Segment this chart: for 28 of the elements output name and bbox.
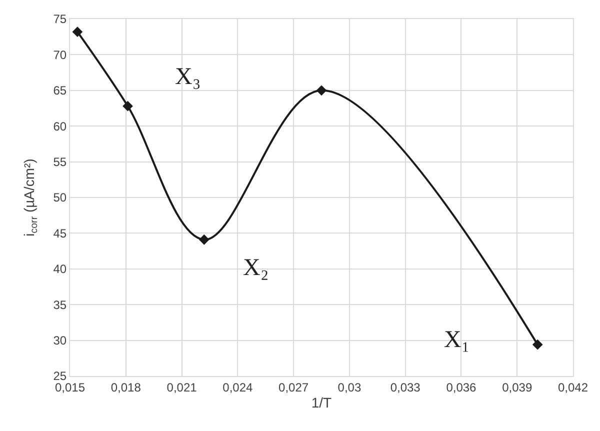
y-tick-label: 35	[53, 298, 67, 312]
point	[198, 234, 210, 245]
x-tick-label: 0,036	[446, 380, 477, 394]
y-tick-label: 60	[53, 119, 67, 134]
y-tick-label: 75	[53, 12, 67, 26]
x-tick-label: 0,027	[278, 380, 309, 394]
annotation: X₂	[243, 255, 269, 281]
point	[72, 26, 83, 38]
y-tick-label: 65	[53, 84, 67, 98]
x-tick-label: 0,018	[110, 380, 142, 394]
annotation: X₃	[175, 64, 201, 90]
x-axis-title: 1/T	[311, 394, 332, 411]
y-tick-label: 70	[53, 48, 67, 62]
x-tick-label: 0,033	[390, 380, 421, 394]
annotation: X₁	[444, 327, 470, 353]
y-tick-label: 30	[53, 334, 67, 348]
y-tick-label: 55	[53, 155, 67, 169]
x-tick-label: 0,03	[338, 380, 362, 394]
x-tick-label: 0,039	[502, 380, 532, 394]
y-tick-label: 50	[53, 190, 67, 205]
point	[316, 85, 327, 96]
y-tick-label: 45	[53, 226, 67, 240]
x-tick-label: 0,021	[166, 380, 198, 394]
x-tick-label: 0,042	[558, 380, 588, 394]
x-tick-label: 0,024	[222, 380, 254, 394]
point	[532, 339, 543, 350]
y-tick-label: 40	[53, 262, 67, 276]
point	[122, 100, 133, 112]
